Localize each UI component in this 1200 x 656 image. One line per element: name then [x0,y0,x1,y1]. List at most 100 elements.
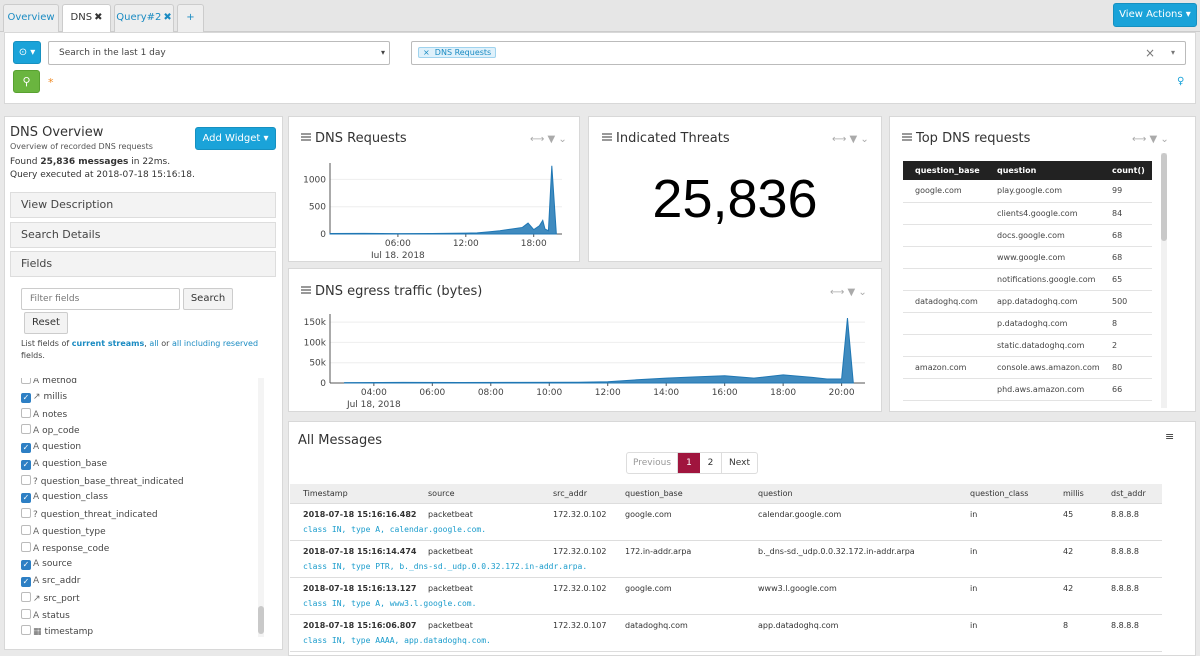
field-name[interactable]: question_base_threat_indicated [40,476,184,487]
fields-search-button[interactable]: Search [183,288,233,310]
page-1[interactable]: 1 [678,453,700,473]
view-description-toggle[interactable]: View Description [10,192,276,218]
field-checkbox[interactable]: ✓ [21,493,31,504]
query-chip[interactable]: × DNS Requests [418,47,497,58]
search-button[interactable]: ⚲ [13,70,40,93]
lightbulb-icon[interactable]: ♀ [1177,76,1185,87]
column-header[interactable]: question_base [625,489,683,498]
query-input[interactable]: × DNS Requests × ▾ [411,41,1186,65]
add-widget-button[interactable]: Add Widget ▾ [195,127,276,150]
field-item[interactable]: ✓ ↗ millis [21,391,67,404]
field-checkbox[interactable] [21,407,31,418]
search-details-toggle[interactable]: Search Details [10,222,276,248]
field-checkbox[interactable] [21,591,31,602]
close-icon[interactable]: ✖ [94,12,103,23]
field-item[interactable]: ↗ src_port [21,591,80,606]
table-row[interactable]: 2018-07-18 15:16:16.482 packetbeat 172.32.… [290,504,1162,541]
tab-overview[interactable]: Overview [3,4,59,32]
tab-dns[interactable]: DNS ✖ [62,4,111,33]
current-streams-link[interactable]: current streams [71,339,145,348]
field-checkbox[interactable] [21,424,31,435]
column-header[interactable]: dst_addr [1111,489,1146,498]
column-header[interactable]: src_addr [553,489,588,498]
table-row[interactable]: 2018-07-18 15:16:13.127 packetbeat 172.32.… [290,578,1162,615]
field-name[interactable]: notes [42,409,68,420]
menu-icon[interactable]: ≡ [1165,430,1175,443]
next-page[interactable]: Next [729,458,750,468]
field-name[interactable]: question [42,442,82,452]
field-item[interactable]: ▦ timestamp [21,625,93,637]
col-question-base[interactable]: question_base [903,161,993,180]
drag-handle-icon[interactable] [301,133,311,141]
field-checkbox[interactable] [21,625,31,636]
field-checkbox[interactable]: ✓ [21,577,31,587]
all-link[interactable]: all [149,339,159,348]
previous-page[interactable]: Previous [627,453,678,473]
field-name[interactable]: question_class [42,492,108,503]
reset-button[interactable]: Reset [24,312,68,334]
field-list-scrollbar[interactable] [258,378,264,637]
scroll-thumb[interactable] [258,606,264,634]
column-header[interactable]: question [758,489,793,498]
field-name[interactable]: method [42,378,77,386]
column-header[interactable]: source [428,489,455,498]
field-name[interactable]: millis [43,391,68,402]
table-row[interactable]: 2018-07-18 15:16:14.474 packetbeat 172.32.… [290,541,1162,578]
fields-toggle[interactable]: Fields [10,251,276,277]
field-item[interactable]: ? question_base_threat_indicated [21,474,184,489]
field-checkbox[interactable]: ✓ [21,560,31,571]
field-checkbox[interactable]: ✓ [21,392,31,403]
field-checkbox[interactable]: ✓ [21,459,31,470]
top-dns-scrollbar[interactable] [1161,153,1167,408]
table-row[interactable]: 2018-07-18 15:16:06.807 packetbeat 172.32.… [290,615,1162,652]
view-actions-button[interactable]: View Actions ▾ [1113,3,1197,27]
widget-controls[interactable]: ⟷ ▼ ⌄ [832,134,869,145]
drag-handle-icon[interactable] [902,133,912,141]
field-name[interactable]: src_addr [42,576,81,586]
dropdown-icon[interactable]: ▾ [1170,48,1175,57]
add-tab-button[interactable]: + [177,4,204,32]
widget-controls[interactable]: ⟷ ▼ ⌄ [830,287,867,298]
field-name[interactable]: op_code [42,426,80,437]
scroll-thumb[interactable] [1161,153,1167,241]
column-header[interactable]: millis [1063,489,1084,498]
field-checkbox[interactable] [21,524,31,535]
time-picker-button[interactable]: ⊙ ▾ [13,41,41,64]
all-reserved-link[interactable]: all including reserved [172,339,259,348]
drag-handle-icon[interactable] [301,286,311,294]
col-question[interactable]: question [993,161,1108,180]
field-name[interactable]: response_code [42,543,110,554]
field-name[interactable]: src_port [43,593,80,604]
field-name[interactable]: source [42,559,73,570]
field-checkbox[interactable]: ✓ [21,443,31,453]
filter-fields-input[interactable] [21,288,180,310]
field-name[interactable]: status [42,610,70,621]
col-count[interactable]: count() [1108,161,1152,180]
field-checkbox[interactable] [21,508,31,518]
field-name[interactable]: question_base [42,458,108,469]
column-header[interactable]: question_class [970,489,1029,498]
widget-controls[interactable]: ⟷ ▼ ⌄ [530,134,567,145]
field-name[interactable]: timestamp [44,627,94,637]
tab-query2[interactable]: Query#2 ✖ [114,4,174,32]
field-name[interactable]: question_threat_indicated [40,510,158,520]
page-2[interactable]: 2 [700,453,722,473]
drag-handle-icon[interactable] [602,133,612,141]
field-checkbox[interactable] [21,378,31,384]
field-name[interactable]: question_type [42,526,106,537]
field-checkbox[interactable] [21,608,31,619]
field-item[interactable]: ? question_threat_indicated [21,508,158,522]
chip-remove-icon[interactable]: × [423,48,430,57]
time-range-select[interactable]: Search in the last 1 day ▾ [48,41,390,65]
column-header[interactable]: Timestamp [303,489,348,498]
